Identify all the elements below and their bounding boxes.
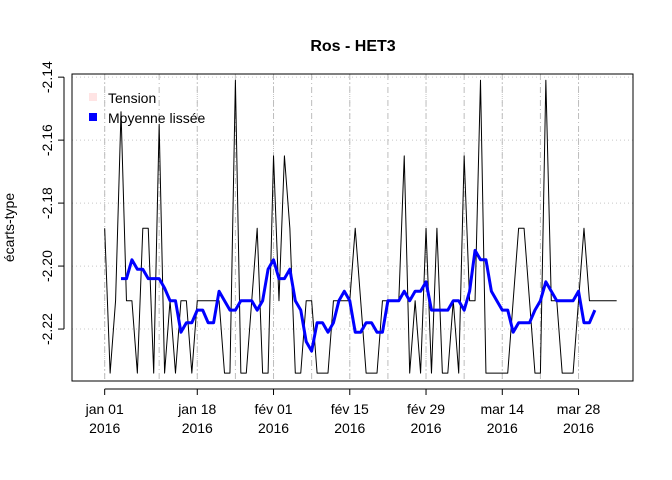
x-tick-label: jan 18 (177, 401, 216, 417)
series-line-moyenne-lissee (121, 248, 597, 353)
legend-marker-moyenne (89, 113, 97, 121)
legend: Tension Moyenne lissée (89, 90, 205, 126)
legend-label-moyenne: Moyenne lissée (108, 110, 205, 126)
legend-marker-tension (89, 93, 97, 101)
legend-label-tension: Tension (108, 90, 156, 106)
x-tick-label-year: 2016 (258, 420, 289, 436)
series-lines (104, 79, 617, 374)
x-tick-label-year: 2016 (89, 420, 120, 436)
chart-title: Ros - HET3 (310, 38, 395, 55)
x-tick-label: fév 15 (331, 401, 369, 417)
plot-frame (71, 73, 634, 382)
x-tick-label: fév 29 (407, 401, 445, 417)
x-tick-label: jan 01 (85, 401, 124, 417)
y-tick-label: -2.18 (39, 187, 55, 219)
x-tick-label-year: 2016 (182, 420, 213, 436)
y-tick-label: -2.16 (39, 124, 55, 156)
x-tick-label-year: 2016 (410, 420, 441, 436)
x-tick-label: mar 28 (557, 401, 601, 417)
y-axis-label: écarts-type (1, 193, 17, 262)
x-tick-label-year: 2016 (487, 420, 518, 436)
x-tick-label-year: 2016 (334, 420, 365, 436)
y-axis: -2.22 -2.20 -2.18 -2.16 -2.14 (39, 61, 65, 345)
y-tick-label: -2.20 (39, 250, 55, 282)
x-tick-label-year: 2016 (563, 420, 594, 436)
x-tick-label: fév 01 (254, 401, 292, 417)
series-line-tension (104, 79, 617, 374)
x-axis: jan 01 2016 jan 18 2016 fév 01 2016 fév 15 2016… (85, 388, 601, 436)
x-tick-label: mar 14 (480, 401, 524, 417)
y-tick-label: -2.14 (39, 61, 55, 93)
y-tick-label: -2.22 (39, 313, 55, 345)
